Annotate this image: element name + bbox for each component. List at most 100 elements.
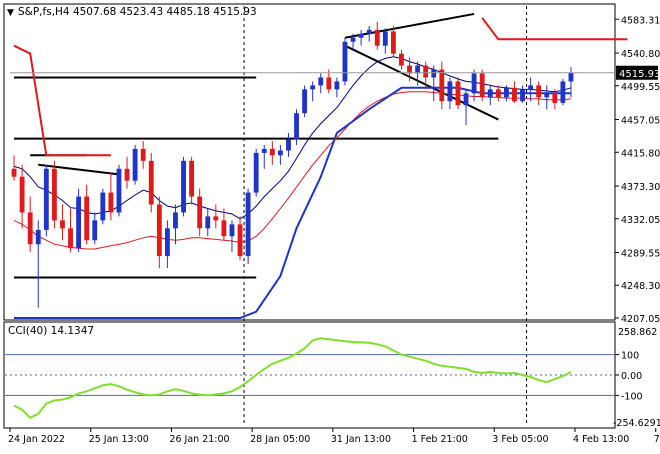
candle [302,85,308,118]
ma-slow-line [14,86,571,319]
candle-body [237,224,243,257]
candle-body [100,192,106,221]
candle [463,89,469,126]
candle-body [277,150,283,156]
candle [229,220,235,253]
candle-body [173,212,178,229]
candle [181,156,186,217]
candle-body [60,220,65,229]
candle [237,216,243,261]
candle-body [374,29,380,46]
candle [415,61,421,86]
candle-body [342,41,348,82]
candle-body [552,93,558,103]
candle [108,172,114,221]
cci-tick-label: 100 [621,351,639,362]
candle [342,37,348,86]
candle-body [11,168,17,177]
candle [60,204,65,241]
candle-body [286,139,291,151]
candle-body [568,72,574,82]
candle-body [399,53,404,66]
candle-body [84,196,90,241]
candle [132,144,138,185]
current-price-tag [616,65,658,80]
candle-body [92,220,98,241]
candle-body [415,65,421,74]
candle [455,77,461,110]
candle-body [156,204,162,257]
candle [503,85,509,102]
candle-body [140,148,146,161]
candle [358,29,364,46]
candle [487,85,493,106]
candle-body [164,228,170,257]
candle-body [43,168,49,230]
current-price-label: 4515.93 [619,69,660,80]
ma-fast-line [13,56,572,220]
cci-label: CCI(40) 14.1347 [8,325,94,337]
candle-body [269,148,275,156]
candle-body [35,229,41,245]
ma-mid-line [13,91,572,250]
price-tick-label: 4540.80 [621,49,660,60]
candle-body [51,168,57,221]
candle-body [302,89,308,114]
candle [520,85,525,103]
candle [366,25,372,42]
candle [350,33,356,50]
candle-body [503,87,509,98]
price-tick-label: 4499.55 [621,82,660,93]
price-layer [10,6,628,426]
candle [439,61,445,110]
candle-body [245,192,251,257]
price-tick-label: 4415.80 [621,148,660,159]
candle [140,140,146,169]
candle [334,77,340,98]
candle-body [334,81,340,90]
candle-body [544,93,550,98]
candle [11,155,17,181]
candle [116,164,122,217]
candle-body [390,31,396,54]
candle-body [261,148,267,153]
price-tick-label: 4457.05 [621,116,660,127]
candle [528,77,534,102]
candle [374,21,380,50]
candle [221,208,227,241]
candle-body [189,160,195,197]
candle-body [479,73,485,98]
candle-body [108,192,114,213]
candle-body [520,89,525,102]
candle-body [213,216,219,221]
candle [148,152,154,213]
candle [318,73,324,94]
candle [277,144,283,165]
price-tick-label: 4207.05 [621,314,660,325]
price-tick-label: 4248.30 [621,281,660,292]
price-tick-label: 4332.05 [621,215,660,226]
time-tick-label: 26 Jan 21:00 [169,434,229,445]
cci-tick-label: 0.00 [621,371,642,382]
candle-body [294,113,299,140]
dropdown-triangle-icon[interactable]: ▼ [7,8,14,18]
candle [568,67,574,98]
candle [92,212,98,245]
candle-body [116,168,122,213]
candle-body [181,160,186,213]
candle [560,79,566,106]
price-tick-label: 4583.31 [621,15,660,26]
candle-body [455,81,461,106]
candle-body [512,87,517,102]
candle-body [463,93,469,106]
candle [124,156,130,189]
candle-body [221,220,227,237]
candle-body [423,65,429,78]
candle [512,81,517,103]
candle-body [148,160,154,205]
red-step-line-right [481,17,628,41]
candle [310,81,316,102]
candle-body [407,65,412,74]
candle-body [495,89,501,98]
